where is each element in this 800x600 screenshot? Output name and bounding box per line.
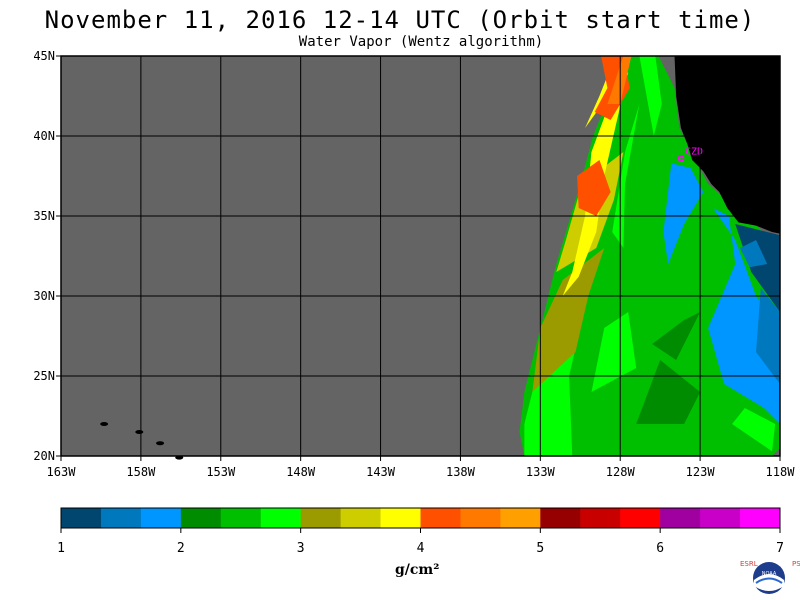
band-bright-green-southeast — [732, 408, 776, 452]
map-subtitle: Water Vapor (Wentz algorithm) — [298, 34, 544, 50]
lon-tick-label: 143W — [366, 465, 396, 479]
band-orange-north — [607, 56, 632, 104]
band-olive — [532, 248, 605, 392]
colorbar-swatch — [300, 508, 342, 528]
lon-tick-label: 163W — [47, 465, 77, 479]
logo-psd-text: PSD — [792, 560, 800, 568]
colorbar-swatch — [340, 508, 382, 528]
colorbar-tick-label: 3 — [297, 541, 305, 556]
lat-tick-label: 20N — [33, 449, 55, 463]
colorbar-swatch — [740, 508, 781, 528]
colorbar-tick-label: 7 — [776, 541, 784, 556]
band-medium-blue-south — [756, 288, 780, 384]
lat-tick-label: 45N — [33, 49, 55, 63]
station-marker — [677, 155, 685, 162]
lon-tick-label: 123W — [686, 465, 716, 479]
logo-esrl-text: ESRL — [740, 560, 758, 568]
band-bright-green-mid — [591, 312, 637, 392]
lon-tick-label: 148W — [286, 465, 316, 479]
land-north-america — [674, 56, 780, 234]
band-dark-green-south — [636, 360, 701, 424]
colorbar-swatch — [420, 508, 461, 528]
logo-noaa-text: NOAA — [762, 571, 777, 577]
lon-tick-label: 153W — [206, 465, 236, 479]
band-blue-north — [663, 163, 704, 264]
colorbar-swatch — [540, 508, 581, 528]
colorbar-tick-label: 1 — [57, 541, 65, 556]
swath-band-2-2.5 — [519, 56, 780, 456]
band-medium-blue — [740, 240, 768, 268]
lon-tick-label: 158W — [126, 465, 156, 479]
band-bright-green-north — [639, 56, 662, 136]
band-red-orange-central — [577, 160, 611, 216]
colorbar-tick-label: 5 — [536, 541, 544, 556]
lat-tick-label: 35N — [33, 209, 55, 223]
map-frame — [60, 55, 781, 457]
lon-tick-label: 118W — [766, 465, 796, 479]
hawaii-island-0 — [100, 422, 109, 426]
station-label: CZD — [685, 146, 703, 157]
colorbar-swatch — [260, 508, 302, 528]
map-axis-labels: 163W 158W 153W 148W 143W 138W 133W 128W 123W 118W… — [33, 49, 795, 479]
lat-tick-label: 30N — [33, 289, 55, 303]
colorbar-swatch — [100, 508, 142, 528]
colorbar-swatch — [140, 508, 182, 528]
lon-tick-label: 128W — [606, 465, 636, 479]
map-title: November 11, 2016 12-14 UTC (Orbit start… — [44, 6, 756, 34]
hawaii-island-1 — [135, 430, 144, 434]
hawaii-island-2 — [156, 441, 165, 446]
colorbar-swatch — [61, 508, 102, 528]
band-dark-green — [652, 312, 701, 360]
colorbar-swatch — [580, 508, 621, 528]
lat-tick-label: 40N — [33, 129, 55, 143]
colorbar-swatch — [700, 508, 741, 528]
lon-tick-label: 133W — [526, 465, 556, 479]
colorbar-swatch — [220, 508, 262, 528]
colorbar-units: g/cm² — [395, 562, 440, 578]
colorbar-swatch — [660, 508, 701, 528]
colorbar-swatch — [500, 508, 541, 528]
band-blue-south — [696, 200, 780, 424]
lon-tick-label: 138W — [446, 465, 476, 479]
lat-tick-label: 25N — [33, 369, 55, 383]
colorbar-swatch — [460, 508, 501, 528]
map-plot-area: CZD — [61, 56, 780, 460]
colorbar-tick-label: 2 — [177, 541, 185, 556]
colorbar: 1 2 3 4 5 6 7 — [57, 507, 784, 556]
colorbar-swatch — [380, 508, 421, 528]
colorbar-tick-label: 4 — [417, 541, 425, 556]
colorbar-swatch — [180, 508, 222, 528]
noaa-esrl-psd-logo: ESRL PSD NOAA — [740, 560, 800, 594]
colorbar-swatch — [620, 508, 661, 528]
map-gridlines — [60, 55, 781, 457]
band-bright-green — [612, 104, 640, 248]
colorbar-tick-label: 6 — [656, 541, 664, 556]
